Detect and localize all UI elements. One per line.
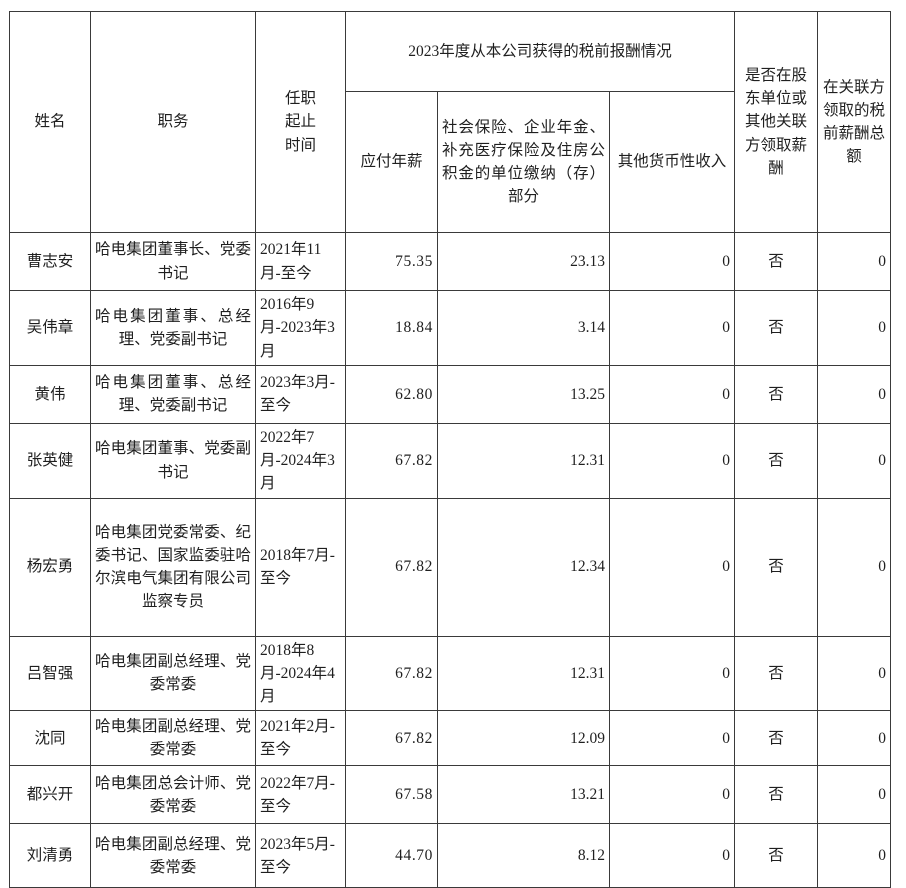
cell-insurance: 13.25 [437,364,610,424]
cell-other-monetary: 0 [608,364,736,424]
cell-from-shareholder: 否 [734,635,819,712]
cell-payable-salary: 67.82 [345,710,438,767]
cell-insurance: 8.12 [437,823,610,888]
table-head: 姓名 职务 任职 起止 时间 2023年度从本公司获得的税前报酬情况 是否在股东… [9,11,892,233]
cell-related-party-total: 0 [817,823,892,888]
cell-related-party-total: 0 [817,364,892,424]
cell-other-monetary: 0 [608,232,736,291]
cell-period: 2021年11月-至今 [255,232,346,291]
cell-payable-salary: 18.84 [345,290,438,366]
cell-other-monetary: 0 [608,497,736,637]
cell-payable-salary: 67.82 [345,635,438,712]
column-header-period: 任职 起止 时间 [255,11,346,233]
cell-position: 哈电集团董事、总经理、党委副书记 [90,290,256,366]
cell-position: 哈电集团副总经理、党委常委 [90,710,256,767]
cell-other-monetary: 0 [608,765,736,825]
cell-payable-salary: 44.70 [345,823,438,888]
cell-payable-salary: 67.58 [345,765,438,825]
table-row: 张英健 哈电集团董事、党委副书记 2022年7月-2024年3月 67.82 1… [9,422,892,499]
column-header-group-pretax-compensation: 2023年度从本公司获得的税前报酬情况 [344,11,736,92]
cell-period: 2018年8月-2024年4月 [255,635,346,712]
cell-from-shareholder: 否 [734,422,819,499]
cell-position: 哈电集团总会计师、党委常委 [90,765,256,825]
cell-name: 张英健 [9,422,91,499]
table-body: 曹志安 哈电集团董事长、党委书记 2021年11月-至今 75.35 23.13… [9,232,892,888]
cell-related-party-total: 0 [817,635,892,712]
cell-from-shareholder: 否 [734,710,819,767]
cell-period: 2022年7月-2024年3月 [255,422,346,499]
cell-name: 吕智强 [9,635,91,712]
cell-name: 黄伟 [9,364,91,424]
cell-insurance: 13.21 [437,765,610,825]
table-row: 刘清勇 哈电集团副总经理、党委常委 2023年5月-至今 44.70 8.12 … [9,823,892,888]
cell-position: 哈电集团副总经理、党委常委 [90,635,256,712]
column-header-from-shareholder: 是否在股东单位或其他关联方领取薪酬 [734,11,819,233]
cell-related-party-total: 0 [817,232,892,291]
column-header-position: 职务 [90,11,256,233]
cell-position: 哈电集团董事、党委副书记 [90,422,256,499]
executive-compensation-table: 姓名 职务 任职 起止 时间 2023年度从本公司获得的税前报酬情况 是否在股东… [9,11,892,888]
document-page: 姓名 职务 任职 起止 时间 2023年度从本公司获得的税前报酬情况 是否在股东… [9,11,892,888]
cell-from-shareholder: 否 [734,364,819,424]
cell-insurance: 12.34 [437,497,610,637]
cell-insurance: 12.31 [437,635,610,712]
cell-name: 都兴开 [9,765,91,825]
column-header-period-line-3: 时间 [284,136,316,154]
cell-name: 沈同 [9,710,91,767]
cell-name: 刘清勇 [9,823,91,888]
cell-from-shareholder: 否 [734,823,819,888]
cell-other-monetary: 0 [608,422,736,499]
cell-period: 2023年5月-至今 [255,823,346,888]
cell-related-party-total: 0 [817,497,892,637]
cell-other-monetary: 0 [608,290,736,366]
table-row: 杨宏勇 哈电集团党委常委、纪委书记、国家监委驻哈尔滨电气集团有限公司监察专员 2… [9,497,892,637]
cell-name: 曹志安 [9,232,91,291]
column-header-period-line-2: 起止 [284,113,316,131]
table-row: 吴伟章 哈电集团董事、总经理、党委副书记 2016年9月-2023年3月 18.… [9,290,892,366]
cell-insurance: 12.09 [437,710,610,767]
table-row: 黄伟 哈电集团董事、总经理、党委副书记 2023年3月-至今 62.80 13.… [9,364,892,424]
cell-name: 吴伟章 [9,290,91,366]
cell-related-party-total: 0 [817,290,892,366]
cell-insurance: 23.13 [437,232,610,291]
cell-other-monetary: 0 [608,823,736,888]
cell-insurance: 12.31 [437,422,610,499]
cell-period: 2023年3月-至今 [255,364,346,424]
cell-payable-salary: 67.82 [345,497,438,637]
column-header-name: 姓名 [9,11,91,233]
cell-related-party-total: 0 [817,422,892,499]
cell-period: 2016年9月-2023年3月 [255,290,346,366]
table-row: 曹志安 哈电集团董事长、党委书记 2021年11月-至今 75.35 23.13… [9,232,892,291]
cell-period: 2022年7月-至今 [255,765,346,825]
column-header-payable-salary: 应付年薪 [345,91,438,233]
cell-related-party-total: 0 [817,710,892,767]
header-row-sub: 应付年薪 社会保险、企业年金、补充医疗保险及住房公积金的单位缴纳（存）部分 其他… [10,91,891,233]
cell-insurance: 3.14 [437,290,610,366]
cell-position: 哈电集团党委常委、纪委书记、国家监委驻哈尔滨电气集团有限公司监察专员 [90,497,256,637]
cell-position: 哈电集团董事、总经理、党委副书记 [90,364,256,424]
cell-period: 2021年2月-至今 [255,710,346,767]
table-row: 沈同 哈电集团副总经理、党委常委 2021年2月-至今 67.82 12.09 … [9,710,892,767]
cell-payable-salary: 67.82 [345,422,438,499]
cell-from-shareholder: 否 [734,765,819,825]
cell-position: 哈电集团董事长、党委书记 [90,232,256,291]
cell-payable-salary: 75.35 [345,232,438,291]
header-row-top: 姓名 职务 任职 起止 时间 2023年度从本公司获得的税前报酬情况 是否在股东… [9,11,892,233]
cell-position: 哈电集团副总经理、党委常委 [90,823,256,888]
cell-period: 2018年7月-至今 [255,497,346,637]
cell-related-party-total: 0 [817,765,892,825]
column-header-period-line-1: 任职 [284,90,316,108]
cell-payable-salary: 62.80 [345,364,438,424]
cell-from-shareholder: 否 [734,232,819,291]
cell-other-monetary: 0 [608,710,736,767]
table-row: 吕智强 哈电集团副总经理、党委常委 2018年8月-2024年4月 67.82 … [9,635,892,712]
cell-from-shareholder: 否 [734,497,819,637]
cell-from-shareholder: 否 [734,290,819,366]
cell-other-monetary: 0 [608,635,736,712]
column-header-related-party-total: 在关联方领取的税前薪酬总额 [817,11,892,233]
cell-name: 杨宏勇 [9,497,91,637]
column-header-insurance-contributions: 社会保险、企业年金、补充医疗保险及住房公积金的单位缴纳（存）部分 [437,91,610,233]
table-row: 都兴开 哈电集团总会计师、党委常委 2022年7月-至今 67.58 13.21… [9,765,892,825]
column-header-other-monetary-income: 其他货币性收入 [608,91,736,233]
